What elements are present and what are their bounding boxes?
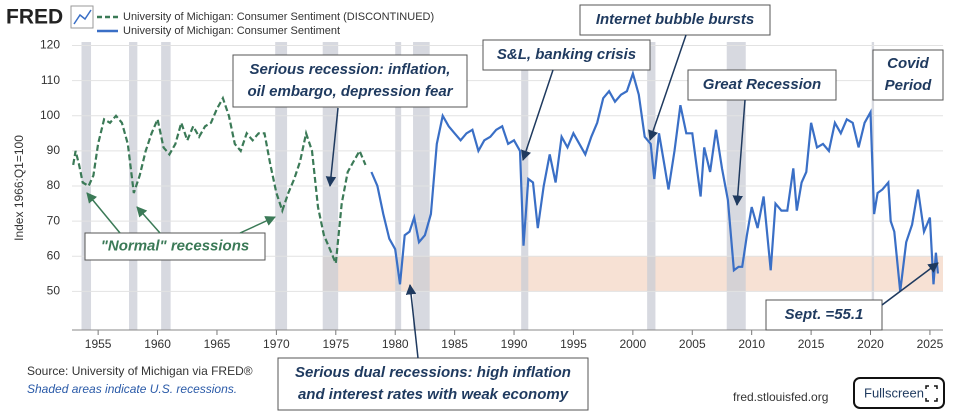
annotation-box	[482, 39, 651, 71]
logo: FRED	[6, 6, 63, 29]
x-tick-label: 1965	[204, 337, 231, 351]
x-tick-label: 1995	[560, 337, 587, 351]
x-tick-label: 2025	[917, 337, 944, 351]
annotation-arrow	[648, 34, 687, 141]
x-tick-label: 2020	[857, 337, 884, 351]
series-line	[370, 69, 939, 292]
annotation-box	[277, 357, 589, 411]
x-tick-label: 2010	[738, 337, 765, 351]
annotation-text: and interest rates with weak economy	[298, 386, 569, 403]
logo-icon	[73, 9, 92, 25]
annotation-arrow	[239, 216, 276, 234]
note: Shaded areas indicate U.S. recessions.	[27, 382, 237, 396]
y-tick-label: 50	[47, 284, 61, 298]
annotation-box	[232, 54, 468, 108]
annotation-text: S&L, banking crisis	[497, 46, 636, 63]
annotation-arrow	[881, 262, 939, 306]
x-tick-label: 2005	[679, 337, 706, 351]
x-tick-label: 1975	[322, 337, 349, 351]
y-axis-label: Index 1966:Q1=100	[12, 135, 26, 241]
annotation-text: Sept. =55.1	[785, 306, 864, 323]
annotation-arrow	[325, 107, 339, 188]
x-tick-label: 1985	[441, 337, 468, 351]
annotation-text: Covid	[887, 55, 930, 72]
y-tick-label: 60	[47, 248, 61, 262]
button-frame[interactable]	[853, 377, 945, 409]
x-tick-label: 1970	[263, 337, 290, 351]
y-tick-label: 100	[40, 108, 60, 122]
x-tick-label: 2015	[798, 337, 825, 351]
legend-label: University of Michigan: Consumer Sentime…	[123, 11, 434, 23]
x-tick-label: 1955	[85, 337, 112, 351]
fullscreen-button[interactable]: Fullscreen	[853, 377, 945, 409]
annotation-text: Period	[885, 77, 933, 94]
y-tick-label: 90	[47, 143, 61, 157]
annotation-arrow	[732, 99, 746, 207]
logo-frame	[70, 5, 94, 29]
y-tick-label: 70	[47, 213, 61, 227]
x-tick-label: 1960	[144, 337, 171, 351]
legend-label: University of Michigan: Consumer Sentime…	[123, 25, 340, 37]
x-tick-label: 1980	[382, 337, 409, 351]
y-tick-label: 110	[41, 73, 60, 87]
annotation-arrow	[521, 69, 554, 161]
button-icon[interactable]	[925, 385, 938, 402]
annotation-arrow	[86, 192, 121, 234]
button-label[interactable]: Fullscreen	[864, 385, 924, 400]
series-line	[72, 95, 367, 264]
source: Source: University of Michigan via FRED®	[27, 364, 253, 378]
x-tick-label: 2000	[620, 337, 647, 351]
annotation-box	[765, 299, 883, 331]
annotation-text: Great Recession	[703, 76, 821, 93]
annotation-box	[84, 232, 266, 261]
annotation-text: "Normal" recessions	[101, 237, 249, 254]
y-tick-label: 80	[47, 178, 61, 192]
x-tick-label: 1990	[501, 337, 528, 351]
annotation-text: Serious recession: inflation,	[250, 61, 451, 78]
y-tick-label: 120	[40, 38, 60, 52]
annotation-box	[579, 4, 771, 36]
annotation-text: Internet bubble bursts	[596, 11, 754, 28]
annotation-arrow	[136, 206, 161, 234]
annotation-arrow	[405, 283, 419, 359]
annotation-box	[687, 69, 837, 101]
annotation-text: oil embargo, depression fear	[247, 83, 453, 100]
annotation-text: Serious dual recessions: high inflation	[295, 364, 571, 381]
annotation-box	[872, 49, 944, 101]
site: fred.stlouisfed.org	[733, 390, 828, 404]
